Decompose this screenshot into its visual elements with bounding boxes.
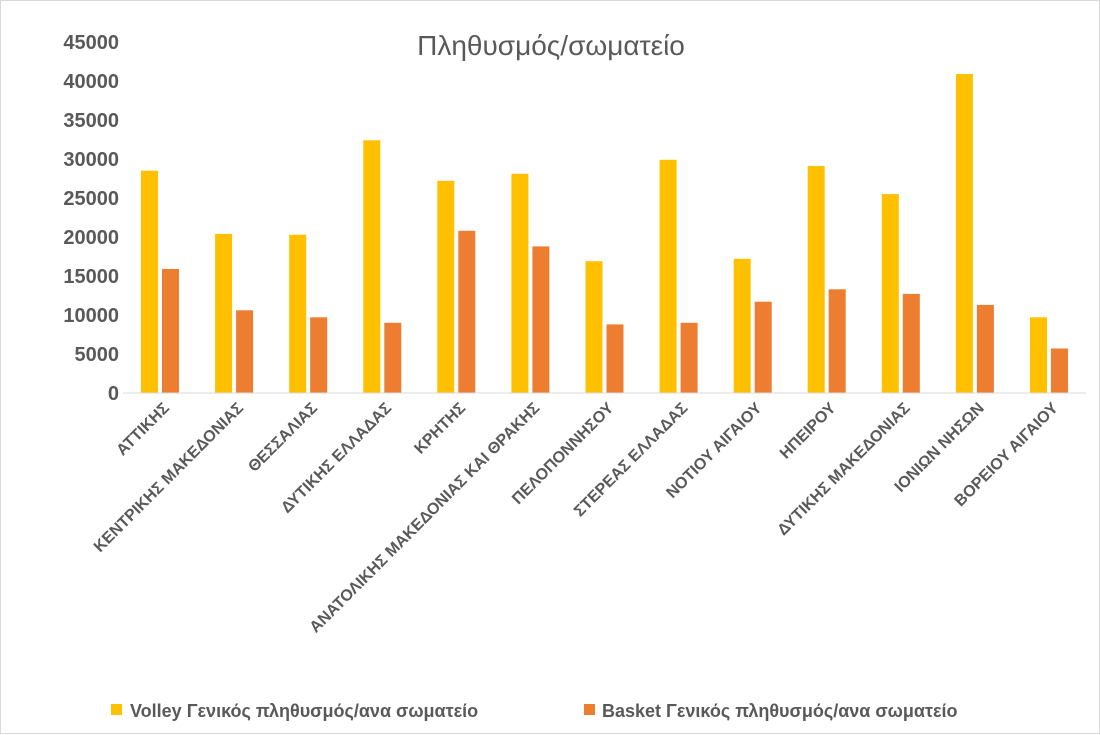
legend-label-basket: Basket Γενικός πληθυσμός/ανα σωματείο — [602, 701, 958, 721]
y-axis: 0 5000 10000 15000 20000 25000 30000 35000 40000… — [63, 32, 119, 405]
y-tick-label: 25000 — [63, 188, 119, 210]
y-tick-label: 45000 — [63, 32, 119, 54]
bar-volley — [659, 159, 677, 393]
legend-swatch-basket — [584, 704, 595, 715]
bar-volley — [215, 233, 233, 393]
bar-volley — [289, 234, 307, 393]
bars-group — [141, 74, 1068, 393]
bar-basket — [828, 289, 846, 393]
bar-basket — [458, 230, 476, 393]
bar-basket — [532, 246, 550, 393]
bar-volley — [585, 261, 603, 393]
x-tick-label: ΘΕΣΣΑΛΙΑΣ — [245, 400, 321, 476]
bar-basket — [236, 310, 254, 393]
bar-volley — [733, 258, 751, 393]
bar-basket — [754, 301, 772, 393]
y-tick-label: 30000 — [63, 149, 119, 171]
bar-basket — [606, 324, 624, 393]
bar-volley — [807, 166, 825, 393]
bar-volley — [363, 140, 381, 393]
legend: Volley Γενικός πληθυσμός/ανα σωματείο Ba… — [111, 701, 958, 721]
y-tick-label: 15000 — [63, 266, 119, 288]
bar-basket — [162, 269, 179, 393]
bar-basket — [310, 317, 328, 393]
bar-volley — [141, 170, 158, 393]
y-tick-label: 35000 — [63, 110, 119, 132]
x-tick-label: ΗΠΕΙΡΟΥ — [777, 400, 840, 463]
chart-title: Πληθυσμός/σωματείο — [417, 30, 685, 61]
y-tick-label: 5000 — [75, 344, 120, 366]
bar-volley — [511, 173, 529, 393]
bar-basket — [680, 322, 698, 393]
y-tick-label: 10000 — [63, 305, 119, 327]
x-tick-label: ΚΕΝΤΡΙΚΗΣ ΜΑΚΕΔΟΝΙΑΣ — [91, 400, 247, 556]
bar-basket — [902, 293, 920, 393]
bar-volley — [955, 74, 973, 393]
bar-basket — [384, 322, 402, 393]
bar-volley — [881, 194, 899, 393]
bar-basket — [976, 304, 994, 393]
legend-label-volley: Volley Γενικός πληθυσμός/ανα σωματείο — [130, 701, 478, 721]
y-tick-label: 0 — [108, 383, 119, 405]
bar-volley — [1030, 317, 1047, 393]
bar-volley — [437, 180, 455, 393]
legend-swatch-volley — [111, 704, 122, 715]
x-tick-label: ΑΤΤΙΚΗΣ — [114, 400, 174, 460]
y-tick-label: 40000 — [63, 71, 119, 93]
y-tick-label: 20000 — [63, 227, 119, 249]
bar-basket — [1051, 348, 1068, 393]
x-tick-label: ΔΥΤΙΚΗΣ ΜΑΚΕΔΟΝΙΑΣ — [774, 400, 913, 539]
x-tick-label: ΚΡΗΤΗΣ — [411, 400, 469, 458]
